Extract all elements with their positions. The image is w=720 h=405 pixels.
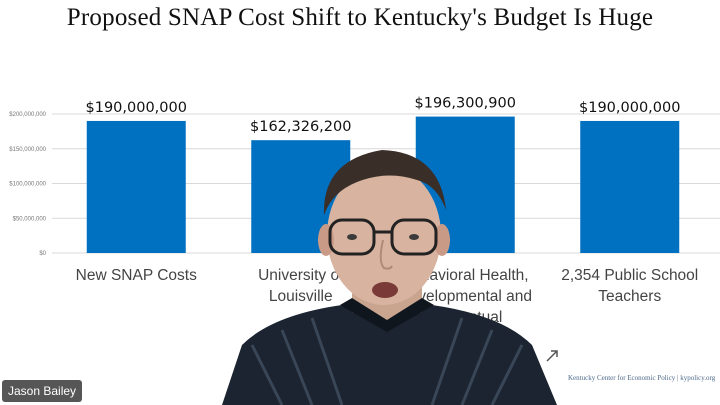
- y-tick-label: $50,000,000: [13, 216, 47, 222]
- category-label-line: Behavioral Health,: [402, 267, 529, 284]
- category-label-line: Teachers: [598, 288, 661, 305]
- category-label: 2,354 Public School Teachers: [561, 267, 698, 305]
- y-tick-label: $150,000,000: [9, 147, 46, 153]
- webcam-feed[interactable]: [212, 140, 562, 405]
- bar-data-label: $196,300,900: [415, 96, 516, 112]
- category-label: New SNAP Costs: [76, 267, 197, 284]
- y-tick-label: $100,000,000: [9, 182, 46, 188]
- bar: [580, 120, 680, 253]
- source-citation: Kentucky Center for Economic Policy | ky…: [568, 374, 716, 382]
- category-label-line: New SNAP Costs: [76, 267, 197, 284]
- bar: [86, 120, 186, 253]
- category-label-line: 2,354 Public School: [561, 267, 698, 284]
- bar-data-label: $190,000,000: [86, 100, 187, 116]
- y-tick-label: $200,000,000: [9, 112, 46, 118]
- participant-name-tag: Jason Bailey: [2, 380, 83, 402]
- slide-title: Proposed SNAP Cost Shift to Kentucky's B…: [66, 4, 654, 31]
- category-label-line: Developmental and: [398, 288, 532, 305]
- speaker-video: [222, 150, 557, 405]
- bar-data-label: $162,326,200: [250, 119, 351, 135]
- category-label: University of Louisville: [258, 267, 344, 305]
- y-tick-label: $0: [39, 251, 46, 257]
- bar-data-label: $190,000,000: [579, 100, 680, 116]
- category-label-line: University of: [258, 267, 344, 284]
- expand-arrow-icon[interactable]: [546, 350, 558, 362]
- category-label-line: Louisville: [269, 288, 333, 305]
